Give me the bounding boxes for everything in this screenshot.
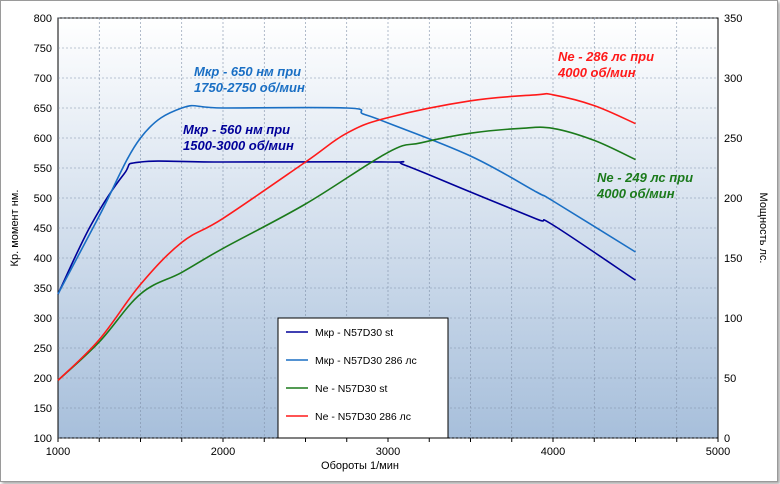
tick-labels: 1001502002503003504004505005506006507007… <box>34 13 743 458</box>
y-right-tick-label: 350 <box>724 13 742 25</box>
x-tick-label: 4000 <box>541 446 565 458</box>
y-right-tick-label: 50 <box>724 373 736 385</box>
y-right-tick-label: 100 <box>724 313 742 325</box>
y-left-tick-label: 650 <box>34 103 52 115</box>
y-right-tick-label: 150 <box>724 253 742 265</box>
power-st-line <box>57 126 636 381</box>
power-286-line <box>57 92 636 381</box>
y-left-tick-label: 800 <box>34 13 52 25</box>
y-left-axis-label: Кр. момент нм. <box>9 190 21 267</box>
y-right-axis-label: Мощность лс. <box>757 193 769 264</box>
y-right-tick-label: 250 <box>724 133 742 145</box>
y-right-tick-label: 0 <box>724 433 730 445</box>
y-left-tick-label: 350 <box>34 283 52 295</box>
legend-entry: Ne - N57D30 st <box>315 383 387 395</box>
annotation-line1: Ne - 249 лс при <box>597 170 693 185</box>
y-left-tick-label: 250 <box>34 343 52 355</box>
y-left-tick-label: 700 <box>34 73 52 85</box>
y-left-tick-label: 150 <box>34 403 52 415</box>
legend: Мкр - N57D30 st Мкр - N57D30 286 лс Ne - N… <box>277 317 449 439</box>
annotation-line1: Мкр - 560 нм при <box>183 122 290 137</box>
annotation-line1: Ne - 286 лс при <box>558 49 654 64</box>
x-tick-label: 5000 <box>706 446 730 458</box>
y-left-tick-label: 450 <box>34 223 52 235</box>
y-left-tick-label: 300 <box>34 313 52 325</box>
torque-st-line <box>57 160 636 295</box>
annotation-line2: 1750-2750 об/мин <box>194 80 305 95</box>
y-left-tick-label: 600 <box>34 133 52 145</box>
annotation-line2: 4000 об/мин <box>557 65 636 80</box>
annotation-line2: 4000 об/мин <box>596 186 675 201</box>
grid-lines <box>57 17 719 442</box>
x-tick-label: 2000 <box>211 446 235 458</box>
torque-286-line <box>57 104 636 295</box>
series-lines <box>57 92 636 381</box>
y-left-tick-label: 750 <box>34 43 52 55</box>
annotation-line2: 1500-3000 об/мин <box>183 138 294 153</box>
legend-entry: Мкр - N57D30 286 лс <box>315 355 417 367</box>
y-left-tick-label: 400 <box>34 253 52 265</box>
legend-entry: Мкр - N57D30 st <box>315 327 393 339</box>
y-left-tick-label: 200 <box>34 373 52 385</box>
legend-entry: Ne - N57D30 286 лс <box>315 411 411 423</box>
y-right-tick-label: 300 <box>724 73 742 85</box>
x-axis-label: Обороты 1/мин <box>321 460 399 472</box>
y-left-tick-label: 550 <box>34 163 52 175</box>
annotation-line1: Мкр - 650 нм при <box>194 64 301 79</box>
y-right-tick-label: 200 <box>724 193 742 205</box>
legend-box <box>277 317 449 439</box>
x-tick-label: 1000 <box>46 446 70 458</box>
y-left-tick-label: 500 <box>34 193 52 205</box>
y-left-tick-label: 100 <box>34 433 52 445</box>
x-tick-label: 3000 <box>376 446 400 458</box>
